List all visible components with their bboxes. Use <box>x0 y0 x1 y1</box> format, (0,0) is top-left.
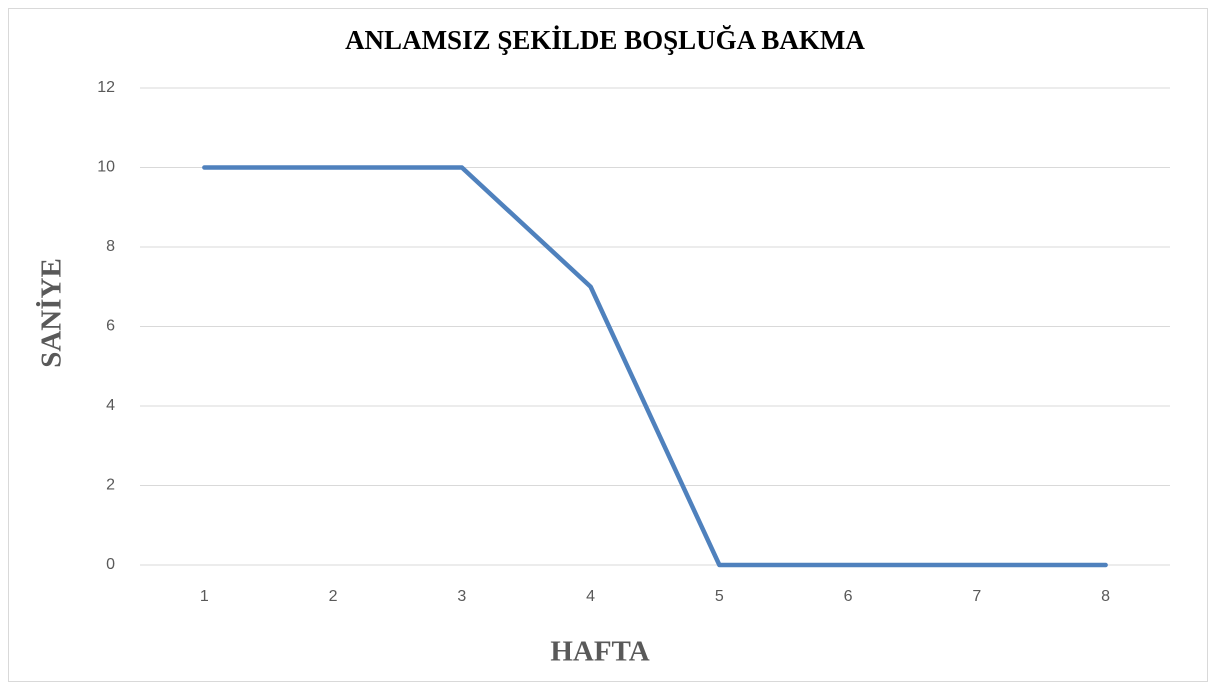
chart-border <box>8 8 1208 682</box>
x-tick-label: 8 <box>1101 588 1110 605</box>
y-tick-label: 8 <box>106 238 115 255</box>
x-tick-label: 5 <box>715 588 724 605</box>
x-tick-label: 7 <box>972 588 981 605</box>
y-axis-label: SANİYE <box>35 258 68 368</box>
line <box>202 165 1108 568</box>
y-tick-label: 0 <box>106 556 115 573</box>
x-tick-label: 4 <box>586 588 595 605</box>
y-tick-label: 10 <box>97 159 115 176</box>
x-axis-label: HAFTA <box>550 636 649 668</box>
chart-title: ANLAMSIZ ŞEKİLDE BOŞLUĞA BAKMA <box>345 25 865 55</box>
x-tick-label: 1 <box>200 588 209 605</box>
y-tick-label: 6 <box>106 318 115 335</box>
x-tick-label: 6 <box>844 588 853 605</box>
y-tick-label: 12 <box>97 79 115 96</box>
y-tick-label: 4 <box>106 397 115 414</box>
x-tick-label: 2 <box>329 588 338 605</box>
x-tick-label: 3 <box>457 588 466 605</box>
y-tick-label: 2 <box>106 477 115 494</box>
